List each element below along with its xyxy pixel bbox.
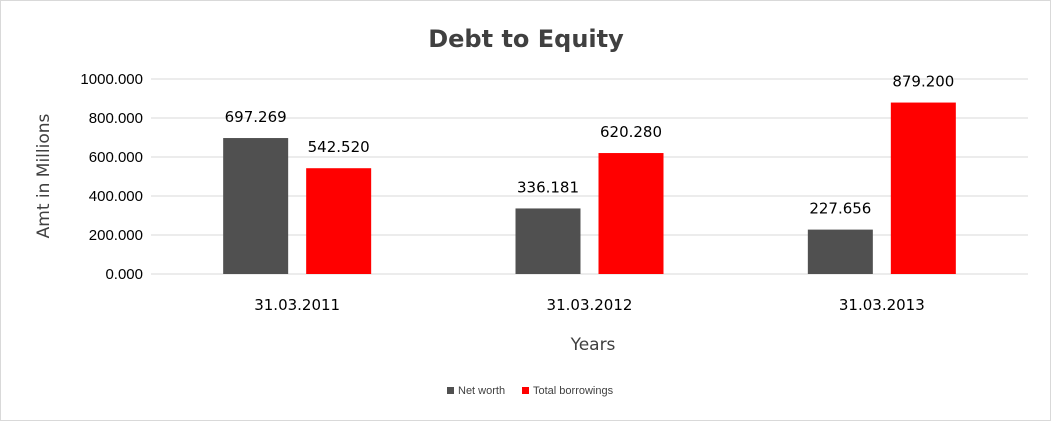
x-category-label: 31.03.2013 xyxy=(839,296,925,314)
bar-total-borrowings xyxy=(890,102,956,274)
bar-net-worth xyxy=(807,229,873,274)
y-tick-label: 0.000 xyxy=(105,266,143,283)
x-category-label: 31.03.2012 xyxy=(547,296,633,314)
legend-swatch xyxy=(447,387,454,394)
data-label: 697.269 xyxy=(225,108,287,126)
x-category-label: 31.03.2011 xyxy=(254,296,340,314)
legend: Net worth Total borrowings xyxy=(447,385,614,397)
data-label: 227.656 xyxy=(809,200,871,218)
data-label: 336.181 xyxy=(517,178,579,196)
data-label: 542.520 xyxy=(308,138,370,156)
data-labels: 697.269 542.520 336.181 620.280 227.656 879.2… xyxy=(225,73,955,218)
y-tick-label: 800.000 xyxy=(89,110,143,127)
y-tick-label: 400.000 xyxy=(89,188,143,205)
bar-net-worth xyxy=(515,208,581,274)
y-tick-label: 200.000 xyxy=(89,227,143,244)
y-axis-title: Amt in Millions xyxy=(34,113,54,238)
chart-title: Debt to Equity xyxy=(428,25,624,53)
data-label: 879.200 xyxy=(892,73,954,91)
legend-label: Total borrowings xyxy=(533,385,614,397)
bars xyxy=(223,102,956,274)
x-axis-categories: 31.03.2011 31.03.2012 31.03.2013 xyxy=(254,296,925,314)
y-tick-label: 600.000 xyxy=(89,149,143,166)
x-axis-title: Years xyxy=(570,335,616,355)
legend-label: Net worth xyxy=(458,385,505,397)
y-tick-label: 1000.000 xyxy=(80,71,143,88)
data-label: 620.280 xyxy=(600,123,662,141)
gridlines xyxy=(151,78,1028,275)
legend-swatch xyxy=(522,387,529,394)
bar-total-borrowings xyxy=(306,168,372,274)
y-axis-ticks: 0.000 200.000 400.000 600.000 800.000 1000.00… xyxy=(80,71,143,283)
bar-net-worth xyxy=(223,138,289,274)
bar-total-borrowings xyxy=(598,153,664,274)
